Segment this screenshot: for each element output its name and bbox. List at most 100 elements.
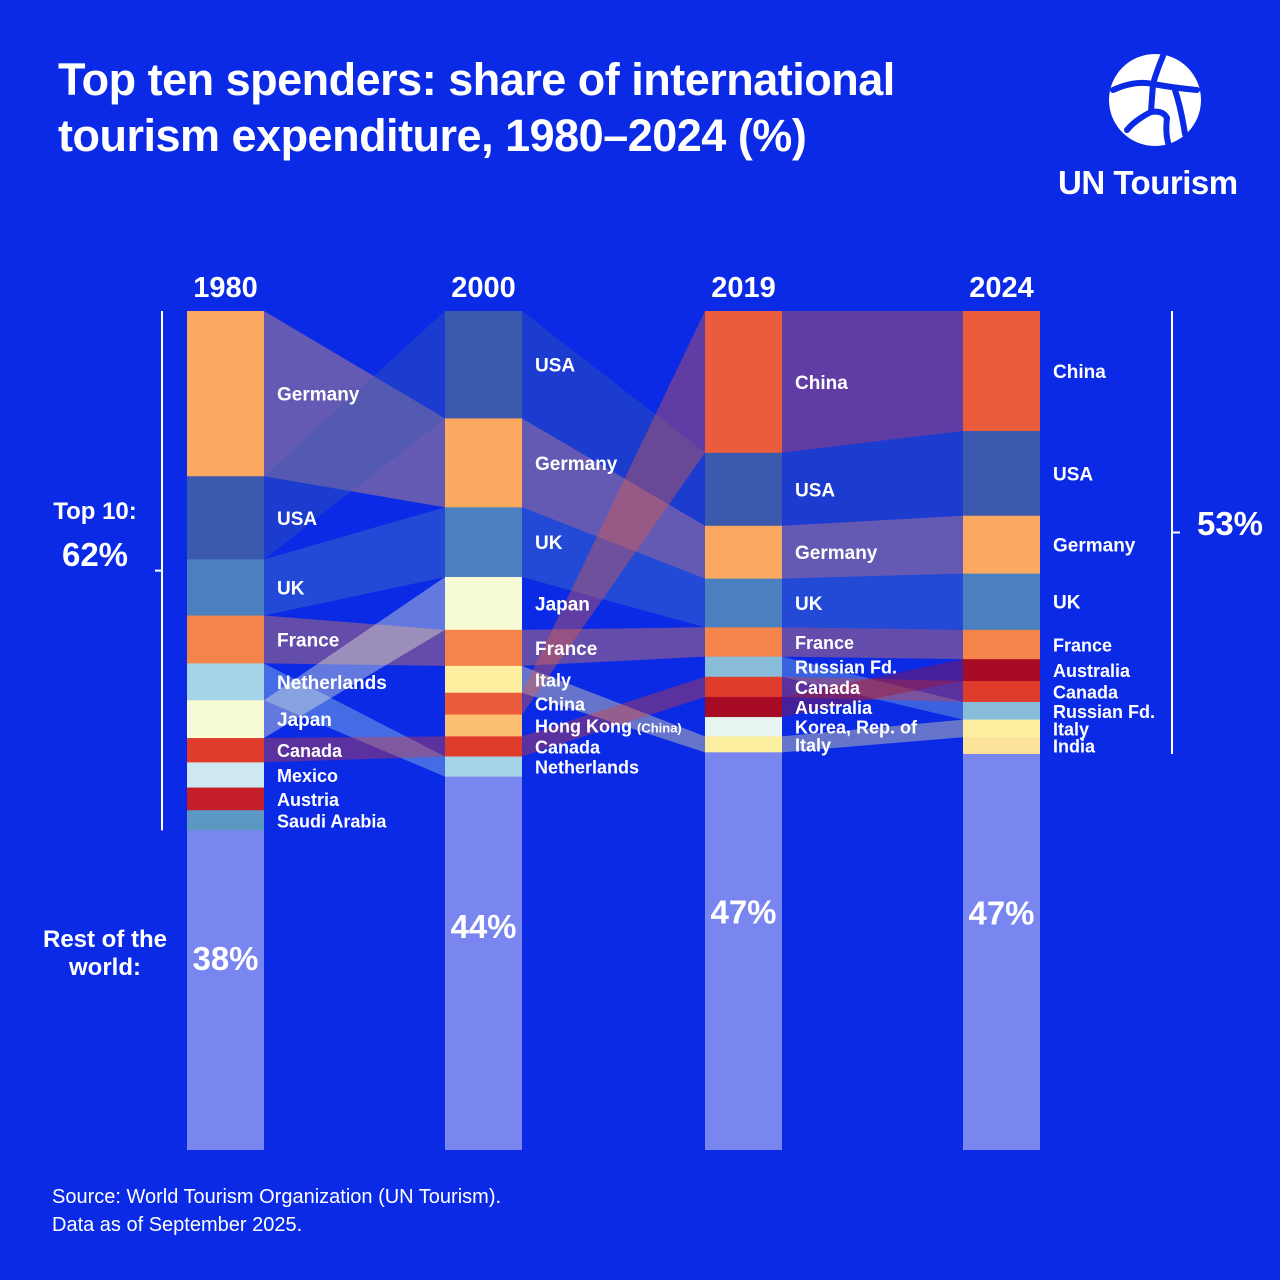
flow-france-2000-2019 <box>522 627 705 666</box>
bar-segment-netherlands-2000 <box>445 756 522 778</box>
page-title: Top ten spenders: share of international… <box>58 54 895 161</box>
bar-segment-russian-fd-2019 <box>705 656 782 678</box>
segment-label-china-2024: China <box>1053 362 1106 383</box>
bar-segment-hong-kong-china-2000 <box>445 714 522 737</box>
bar-segment-netherlands-1980 <box>187 663 264 701</box>
bar-segment-india-2024 <box>963 737 1040 755</box>
un-tourism-logo-icon <box>1109 53 1201 149</box>
segment-label-france-2019: France <box>795 633 854 653</box>
segment-label-netherlands-1980: Netherlands <box>277 673 387 694</box>
top10-2024-value: 53% <box>1196 505 1264 542</box>
flow-usa-1980-2000 <box>264 311 445 560</box>
segment-label-china-2000: China <box>535 695 586 715</box>
bar-segment-italy-2000 <box>445 665 522 694</box>
bar-segment-germany-2019 <box>705 525 782 580</box>
bar-layer <box>187 311 1040 1150</box>
bar-segment-usa-2019 <box>705 452 782 527</box>
flow-italy-2000-2019 <box>522 665 705 753</box>
segment-label-uk-2019: UK <box>795 594 823 615</box>
rest-of-world-label: Rest of the world: <box>42 926 167 981</box>
rest-value-2024: 47% <box>968 894 1034 931</box>
year-label-2000: 2000 <box>451 272 516 304</box>
segment-label-india-2024: India <box>1053 737 1096 757</box>
segment-label-china-2019: China <box>795 373 848 394</box>
bar-segment-canada-2024 <box>963 680 1040 703</box>
flow-canada-2019-2024 <box>782 676 963 702</box>
bar-segment-china-2024 <box>963 311 1040 432</box>
segment-label-germany-1980: Germany <box>277 385 360 406</box>
source-note: Source: World Tourism Organization (UN T… <box>52 1183 501 1239</box>
bar-segment-france-2024 <box>963 629 1040 660</box>
bar-segment-usa-2024 <box>963 430 1040 517</box>
bar-segment-australia-2024 <box>963 659 1040 682</box>
rest-value-2000: 44% <box>450 908 516 945</box>
segment-label-germany-2000: Germany <box>535 454 618 475</box>
flow-france-2019-2024 <box>782 627 963 660</box>
segment-label-korea-rep-of-2019: Korea, Rep. of <box>795 718 918 738</box>
bar-segment-austria-1980 <box>187 787 264 811</box>
flow-uk-1980-2000 <box>264 507 445 616</box>
segment-label-uk-2000: UK <box>535 533 563 554</box>
flow-australia-2019-2024 <box>782 659 963 718</box>
bar-segment-rest-2019 <box>705 752 782 1150</box>
segment-label-saudi-arabia-1980: Saudi Arabia <box>277 811 387 831</box>
bar-segment-saudi-arabia-1980 <box>187 810 264 831</box>
bar-segment-japan-1980 <box>187 700 264 739</box>
segment-label-hong-kong-china-2000: Hong Kong (China) <box>535 716 682 736</box>
bar-segment-japan-2000 <box>445 576 522 631</box>
segment-label-usa-2000: USA <box>535 356 575 377</box>
segment-label-austria-1980: Austria <box>277 790 340 810</box>
flow-canada-2000-2019 <box>522 676 705 757</box>
source-line: Source: World Tourism Organization (UN T… <box>52 1186 502 1208</box>
segment-label-japan-1980: Japan <box>277 710 332 731</box>
flow-usa-2019-2024 <box>782 430 963 526</box>
bar-segment-australia-2019 <box>705 696 782 718</box>
bar-segment-uk-2024 <box>963 573 1040 631</box>
bar-segment-rest-2024 <box>963 753 1040 1150</box>
segment-label-russian-fd-2024: Russian Fd. <box>1053 702 1155 722</box>
flow-germany-2000-2019 <box>522 418 705 579</box>
flow-layer <box>264 311 963 777</box>
flow-uk-2000-2019 <box>522 507 705 628</box>
segment-label-russian-fd-2019: Russian Fd. <box>795 658 897 678</box>
segment-label-italy-2000: Italy <box>535 670 571 690</box>
bar-segment-canada-2000 <box>445 736 522 758</box>
bar-segment-france-2019 <box>705 627 782 658</box>
flow-uk-2019-2024 <box>782 573 963 630</box>
segment-label-france-2024: France <box>1053 636 1112 656</box>
top10-1980-value: 62% <box>61 536 129 573</box>
top10-bracket-1980 <box>155 311 163 831</box>
bar-segment-italy-2019 <box>705 736 782 753</box>
segment-label-france-2000: France <box>535 639 597 660</box>
bar-segment-korea-rep-of-2019 <box>705 717 782 737</box>
segment-label-australia-2019: Australia <box>795 698 873 718</box>
top10-label: Top 10: <box>53 498 137 525</box>
segment-label-mexico-1980: Mexico <box>277 766 338 786</box>
bar-segment-rest-1980 <box>187 830 264 1150</box>
bar-segment-rest-2000 <box>445 776 522 1150</box>
segment-label-australia-2024: Australia <box>1053 661 1131 681</box>
brand-name: UN Tourism <box>1058 164 1238 201</box>
segment-label-canada-1980: Canada <box>277 741 343 761</box>
flow-germany-2019-2024 <box>782 515 963 579</box>
segment-label-italy-2024: Italy <box>1053 719 1089 739</box>
segment-label-germany-2024: Germany <box>1053 536 1136 557</box>
flow-germany-1980-2000 <box>264 311 445 508</box>
bar-segment-france-1980 <box>187 615 264 664</box>
segment-label-netherlands-2000: Netherlands <box>535 758 639 778</box>
label-layer: 1980 Germany USA UK France Netherlands Japan Ca… <box>155 272 1180 977</box>
bar-segment-russian-fd-2024 <box>963 701 1040 721</box>
bar-segment-uk-1980 <box>187 559 264 617</box>
bar-segment-canada-1980 <box>187 738 264 763</box>
bar-segment-mexico-1980 <box>187 762 264 789</box>
rest-value-1980: 38% <box>192 940 258 977</box>
flow-japan-1980-2000 <box>264 576 445 739</box>
segment-label-canada-2000: Canada <box>535 737 601 757</box>
top10-bracket-2024 <box>1171 311 1180 754</box>
year-label-2024: 2024 <box>969 272 1034 304</box>
segment-label-usa-1980: USA <box>277 509 317 530</box>
segment-label-italy-2019: Italy <box>795 735 831 755</box>
bar-segment-china-2019 <box>705 311 782 454</box>
flow-china-2000-2019 <box>522 311 705 715</box>
